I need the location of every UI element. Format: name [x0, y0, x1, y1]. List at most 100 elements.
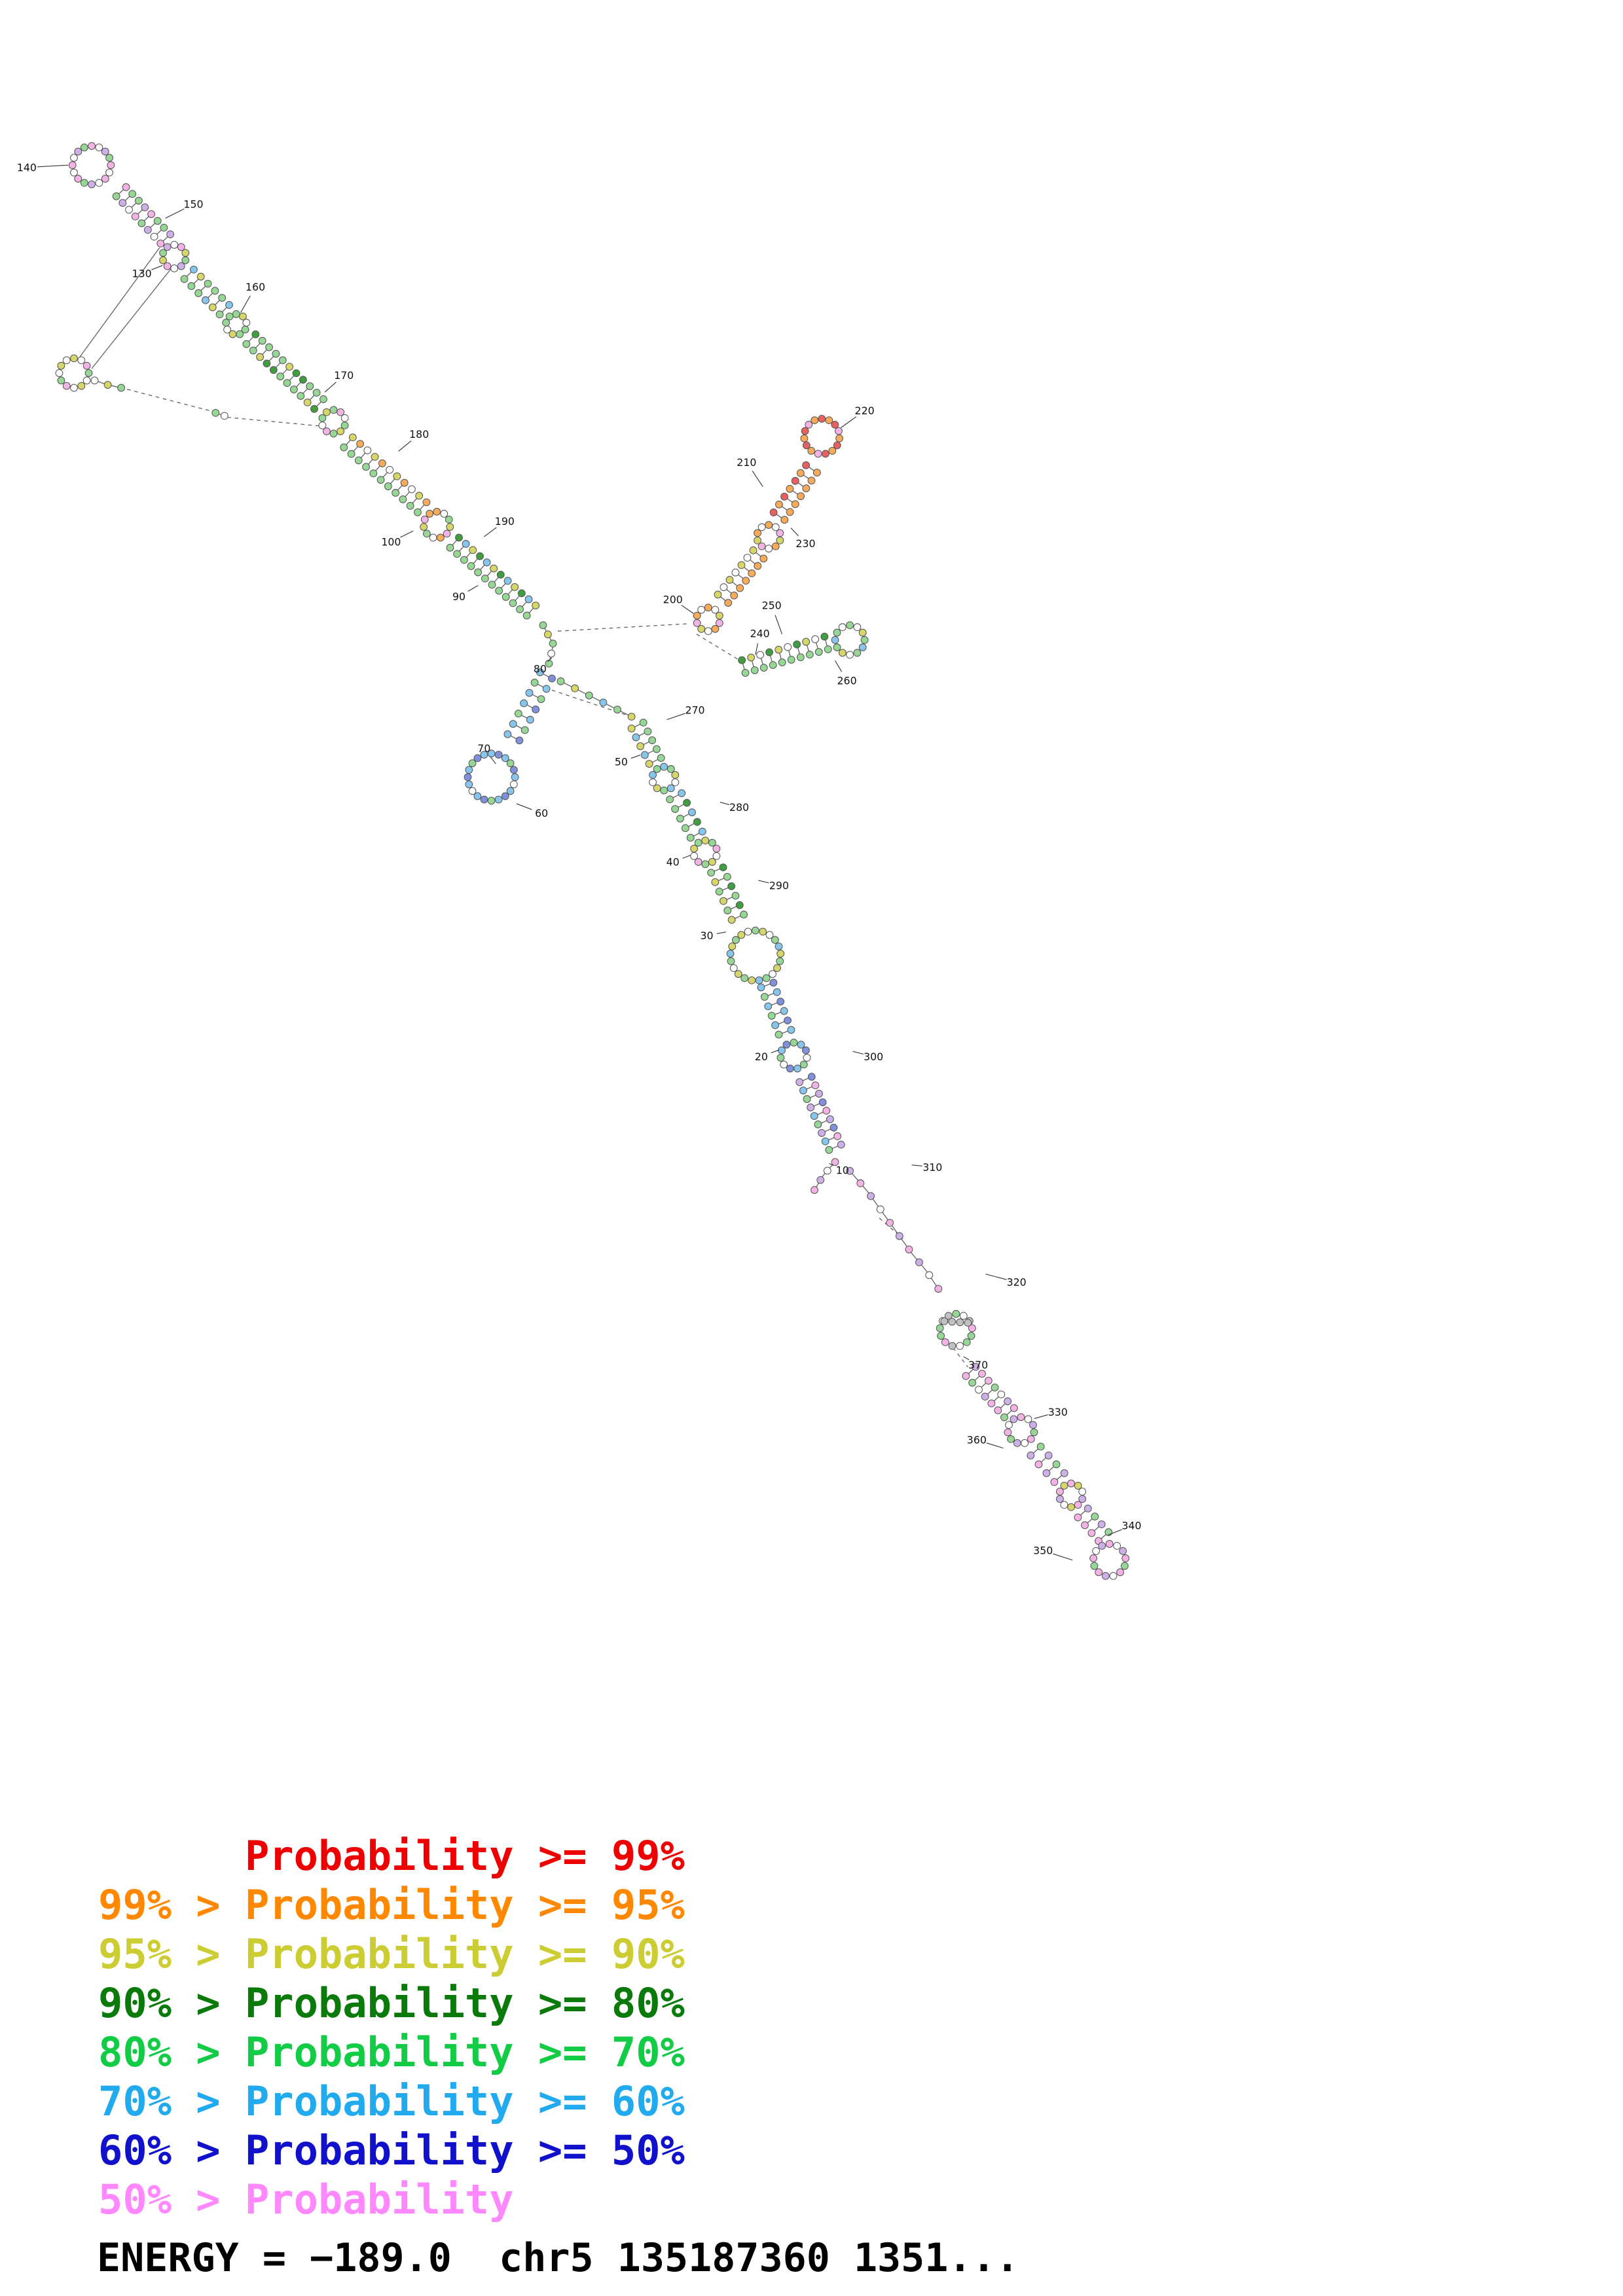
nucleotide — [653, 765, 661, 773]
nucleotide — [681, 824, 689, 833]
nucleotide — [420, 515, 429, 524]
label-tick — [716, 931, 726, 935]
nucleotide — [223, 325, 231, 334]
nucleotide — [755, 976, 763, 984]
nucleotide — [524, 595, 533, 603]
nucleotide — [728, 942, 737, 950]
nucleotide — [807, 446, 816, 455]
nucleotide — [1010, 1415, 1018, 1424]
nucleotide — [964, 1319, 972, 1327]
nucleotide — [962, 1372, 970, 1380]
nucleotide — [362, 463, 370, 471]
position-label: 40 — [666, 856, 680, 869]
nucleotide — [289, 386, 298, 393]
nucleotide — [816, 1175, 825, 1184]
position-label: 130 — [132, 268, 152, 280]
nucleotide — [776, 950, 785, 958]
legend-row: 99% > Probability >= 95% — [98, 1881, 685, 1929]
nucleotide — [125, 206, 133, 214]
label-tick — [963, 1356, 970, 1361]
nucleotide — [143, 226, 152, 234]
label-tick — [1108, 1529, 1123, 1535]
nucleotide — [202, 296, 210, 304]
nucleotide — [211, 287, 219, 295]
nucleotide — [549, 639, 557, 648]
nucleotide — [720, 897, 727, 905]
nucleotide — [509, 766, 518, 774]
nucleotide — [824, 645, 832, 653]
nucleotide — [748, 569, 756, 577]
nucleotide — [101, 147, 109, 156]
nucleotide — [724, 599, 733, 607]
nucleotide — [112, 192, 120, 200]
nucleotide — [443, 529, 451, 538]
nucleotide — [784, 643, 792, 651]
nucleotide — [771, 936, 779, 944]
nucleotide — [805, 651, 814, 659]
nucleotide — [814, 648, 823, 656]
nucleotide — [811, 1081, 820, 1090]
nucleotide — [759, 554, 768, 563]
nucleotide — [846, 651, 854, 659]
nucleotide — [759, 664, 768, 672]
label-tick — [755, 643, 758, 655]
nucleotide — [1017, 1413, 1025, 1422]
nucleotide — [1122, 1554, 1130, 1562]
nucleotide — [797, 492, 805, 501]
nucleotide — [542, 685, 551, 693]
nucleotide — [150, 232, 158, 241]
nucleotide — [780, 1007, 788, 1015]
label-tick — [775, 615, 782, 635]
nucleotide — [506, 759, 515, 768]
nucleotide — [760, 993, 769, 1001]
nucleotide — [793, 1064, 802, 1073]
nucleotide — [811, 416, 819, 425]
nucleotide — [801, 427, 809, 435]
nucleotide — [181, 256, 190, 264]
nucleotide — [776, 1054, 785, 1062]
position-label: 300 — [864, 1050, 883, 1063]
nucleotide — [323, 408, 331, 416]
nucleotide — [225, 312, 234, 321]
position-label: 60 — [535, 807, 548, 819]
legend-row: 50% > Probability — [98, 2176, 514, 2223]
nucleotide — [994, 1406, 1002, 1414]
nucleotide — [215, 310, 224, 319]
nucleotide — [860, 636, 869, 644]
nucleotide — [711, 625, 720, 633]
nucleotide — [406, 501, 414, 510]
nucleotide — [833, 1132, 842, 1140]
nucleotide — [653, 784, 661, 793]
nucleotide — [704, 627, 712, 636]
nucleotide — [196, 272, 205, 281]
nucleotide — [838, 649, 847, 657]
nucleotide — [354, 456, 363, 465]
nucleotide — [163, 243, 172, 251]
nucleotide — [660, 786, 668, 795]
nucleotide — [131, 212, 139, 221]
nucleotide — [826, 1115, 834, 1123]
nucleotide — [742, 577, 750, 585]
nucleotide — [853, 623, 862, 632]
position-label: 220 — [855, 404, 875, 417]
nucleotide — [119, 199, 127, 207]
position-label: 180 — [409, 428, 429, 440]
nucleotide — [830, 1123, 838, 1132]
nucleotide — [725, 575, 734, 584]
nucleotide — [831, 636, 839, 644]
nucleotide — [1097, 1520, 1106, 1528]
nucleotide — [1074, 1482, 1082, 1490]
backbone-links — [79, 187, 1109, 1541]
nucleotide — [915, 1258, 923, 1266]
legend-row: 95% > Probability >= 90% — [98, 1930, 685, 1978]
nucleotide — [180, 275, 189, 283]
position-label: 80 — [534, 662, 547, 675]
nucleotide — [697, 625, 706, 633]
nucleotide — [811, 1186, 818, 1194]
label-tick — [681, 605, 694, 614]
nucleotide — [141, 203, 149, 211]
nucleotide — [959, 1312, 968, 1320]
nucleotide — [490, 564, 498, 573]
nucleotide — [509, 780, 518, 789]
nucleotide — [70, 168, 78, 177]
